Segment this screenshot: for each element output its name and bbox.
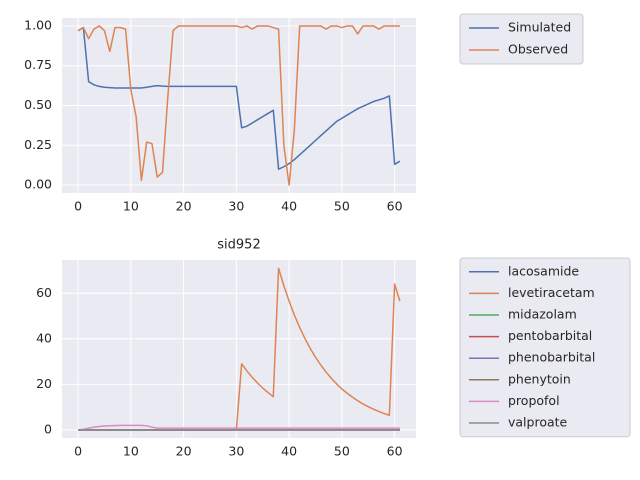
legend-label: midazolam [508,307,577,322]
y-tick-label: 0.25 [24,137,52,152]
legend-label: Simulated [508,20,571,35]
x-tick-label: 10 [123,199,139,214]
x-tick-label: 20 [176,199,192,214]
x-tick-label: 0 [74,444,82,459]
x-tick-label: 60 [387,199,403,214]
legend-box [459,257,631,438]
series-line [77,424,400,431]
x-tick-label: 30 [228,199,244,214]
series-line [77,25,400,186]
plot-background [62,260,416,438]
y-tick-label: 0.00 [24,177,52,192]
y-tick-label: 60 [36,285,52,300]
legend-label: pentobarbital [508,328,592,343]
y-tick-label: 40 [36,330,52,345]
y-tick-label: 20 [36,376,52,391]
x-tick-label: 20 [176,444,192,459]
x-tick-label: 0 [74,199,82,214]
legend-label: lacosamide [508,263,579,278]
x-tick-label: 40 [281,199,297,214]
x-tick-label: 60 [387,444,403,459]
legend-label: propofol [508,393,560,408]
legend-box [459,13,584,65]
legend-label: phenobarbital [508,350,595,365]
legend-label: Observed [508,42,568,57]
y-tick-label: 0.50 [24,97,52,112]
legend-label: valproate [508,415,568,430]
chart-title: sid952 [217,238,260,253]
series-line [77,26,401,170]
x-tick-label: 50 [334,444,350,459]
y-tick-label: 0 [44,421,52,436]
x-tick-label: 40 [281,444,297,459]
y-tick-label: 0.75 [24,57,52,72]
y-tick-label: 1.00 [24,17,52,32]
x-tick-label: 50 [334,199,350,214]
legend-label: levetiracetam [508,285,595,300]
x-tick-label: 10 [123,444,139,459]
x-tick-label: 30 [228,444,244,459]
legend-label: phenytoin [508,371,571,386]
